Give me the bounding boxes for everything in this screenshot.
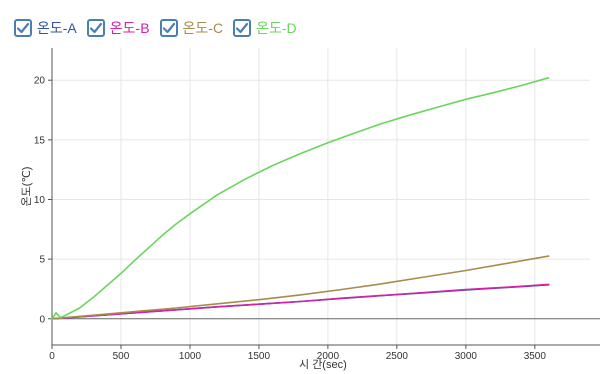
chart-tick-labels: 0 500 1000 1500 2000 2500 3000 3500 0 5 10 15 20	[34, 76, 547, 362]
legend-item-c[interactable]: 온도-C	[159, 19, 224, 37]
legend-label-c: 온도-C	[182, 20, 224, 36]
checkmark-icon	[235, 22, 249, 34]
legend-checkbox-d[interactable]	[233, 19, 252, 37]
legend-item-d[interactable]: 온도-D	[233, 19, 297, 37]
series-line-c	[51, 255, 550, 320]
series-line-b	[51, 283, 550, 320]
y-tick-label: 20	[34, 76, 46, 87]
checkmark-icon	[89, 22, 102, 34]
chart-grid	[52, 48, 590, 345]
y-tick-label: 5	[39, 255, 45, 266]
x-tick-label: 2500	[386, 351, 409, 362]
legend-checkbox-a[interactable]	[14, 19, 32, 37]
legend-checkbox-c[interactable]	[159, 19, 178, 37]
chart-axes	[48, 48, 600, 349]
x-axis-label: 시 간(sec)	[299, 358, 347, 371]
y-axis-label: 온도(℃)	[20, 167, 33, 207]
x-tick-label: 1000	[179, 351, 202, 362]
x-tick-label: 500	[113, 351, 130, 362]
legend-item-a[interactable]: 온도-A	[14, 19, 77, 37]
x-tick-label: 0	[49, 351, 55, 362]
legend-checkbox-b[interactable]	[86, 19, 105, 37]
legend-label-b: 온도-B	[109, 20, 150, 36]
legend: 온도-A 온도-B 온도-C 온도-D	[14, 15, 297, 41]
chart-series	[51, 77, 550, 320]
y-tick-label: 0	[39, 314, 45, 325]
x-tick-label: 3000	[455, 351, 478, 362]
x-tick-label: 3500	[524, 351, 547, 362]
y-tick-label: 10	[34, 195, 46, 206]
legend-item-b[interactable]: 온도-B	[86, 19, 150, 37]
x-tick-label: 2000	[317, 351, 340, 362]
legend-label-a: 온도-A	[37, 20, 77, 36]
checkmark-icon	[162, 22, 175, 34]
checkmark-icon	[16, 22, 30, 34]
x-tick-label: 1500	[248, 351, 271, 362]
y-tick-label: 15	[34, 135, 46, 146]
legend-label-d: 온도-D	[256, 20, 297, 36]
series-line-d	[51, 77, 550, 320]
